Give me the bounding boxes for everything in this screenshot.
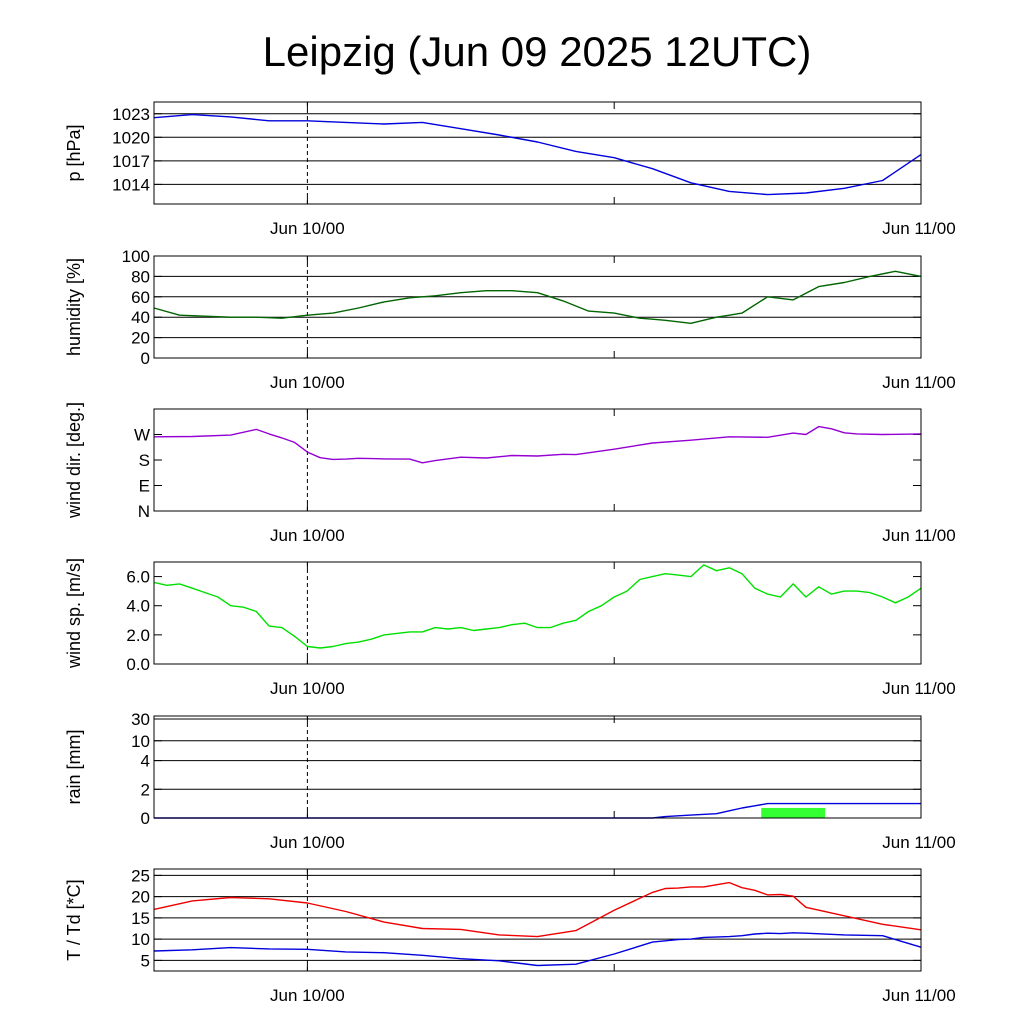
rain-bar	[761, 807, 826, 818]
y-tick-label: 0	[141, 809, 150, 828]
x-tick-label: Jun 11/00	[882, 986, 955, 1005]
y-tick-label: 20	[131, 888, 150, 907]
y-axis-label: T / Td [*C]	[64, 879, 84, 960]
x-tick-label: Jun 11/00	[882, 373, 955, 392]
chart-title: Leipzig (Jun 09 2025 12UTC)	[263, 28, 812, 75]
x-tick-label: Jun 11/00	[882, 833, 955, 852]
y-tick-label: 1017	[112, 152, 150, 171]
plot-frame	[153, 868, 922, 972]
x-tick-label: Jun 10/00	[270, 986, 345, 1005]
plot-frame	[153, 715, 922, 819]
x-tick-label: Jun 11/00	[882, 679, 955, 698]
y-tick-label: 6.0	[126, 568, 150, 587]
y-tick-label: 5	[141, 951, 150, 970]
y-tick-label: 15	[131, 909, 150, 928]
y-tick-label: 40	[131, 308, 150, 327]
y-tick-label: 10	[131, 732, 150, 751]
y-tick-label: 1023	[112, 105, 150, 124]
x-tick-label: Jun 10/00	[270, 679, 345, 698]
x-tick-label: Jun 10/00	[270, 373, 345, 392]
y-tick-label: 0	[141, 349, 150, 368]
series-line	[153, 425, 922, 464]
x-tick-label: Jun 10/00	[270, 526, 345, 545]
y-tick-label: 80	[131, 267, 150, 286]
x-tick-label: Jun 10/00	[270, 833, 345, 852]
y-tick-label: 4.0	[126, 597, 150, 616]
y-tick-label: S	[139, 451, 150, 470]
y-tick-label: 1020	[112, 128, 150, 147]
panel-temperature: 5 10 15 20 25 T / Td [*C] Jun 10/00 Jun 11/00	[64, 866, 956, 1005]
y-tick-label: 0.0	[126, 655, 150, 674]
series-line	[153, 932, 922, 967]
y-tick-label: 2	[141, 780, 150, 799]
panel-pressure: 1014 1017 1020 1023 p [hPa] Jun 10/00 Jun 11/0…	[64, 101, 956, 238]
y-tick-label: 20	[131, 329, 150, 348]
y-tick-label: 2.0	[126, 626, 150, 645]
y-tick-label: 1014	[112, 175, 150, 194]
y-axis-label: wind sp. [m/s]	[64, 558, 84, 669]
panel-rain: 0 2 410 30 rain [mm] Jun 10/00 Jun 11/00	[64, 710, 956, 852]
y-axis-label: humidity [%]	[64, 258, 84, 356]
x-tick-label: Jun 11/00	[882, 526, 955, 545]
y-tick-label: N	[138, 502, 150, 521]
y-tick-label: 30	[131, 710, 150, 729]
plot-frame	[153, 561, 922, 665]
y-tick-label: E	[139, 477, 150, 496]
plot-frame	[153, 255, 922, 359]
plot-frame	[153, 101, 922, 205]
x-tick-label: Jun 10/00	[270, 219, 345, 238]
series-line	[153, 881, 922, 938]
y-tick-label: W	[134, 426, 150, 445]
plot-frame	[153, 408, 922, 512]
x-tick-label: Jun 11/00	[882, 219, 955, 238]
y-tick-label: 10	[131, 930, 150, 949]
y-axis-label: p [hPa]	[64, 124, 84, 181]
series-line	[153, 270, 922, 324]
y-tick-label: 100	[122, 247, 150, 266]
y-tick-label: 25	[131, 866, 150, 885]
y-tick-label: 60	[131, 288, 150, 307]
y-axis-label: wind dir. [deg.]	[64, 402, 84, 519]
panel-wind_speed: 0.0 2.0 4.0 6.0 wind sp. [m/s] Jun 10/00 Jun 1…	[64, 558, 956, 698]
y-tick-label: 4	[141, 752, 150, 771]
y-axis-label: rain [mm]	[64, 729, 84, 804]
series-line	[153, 113, 922, 196]
series-line	[153, 564, 922, 649]
